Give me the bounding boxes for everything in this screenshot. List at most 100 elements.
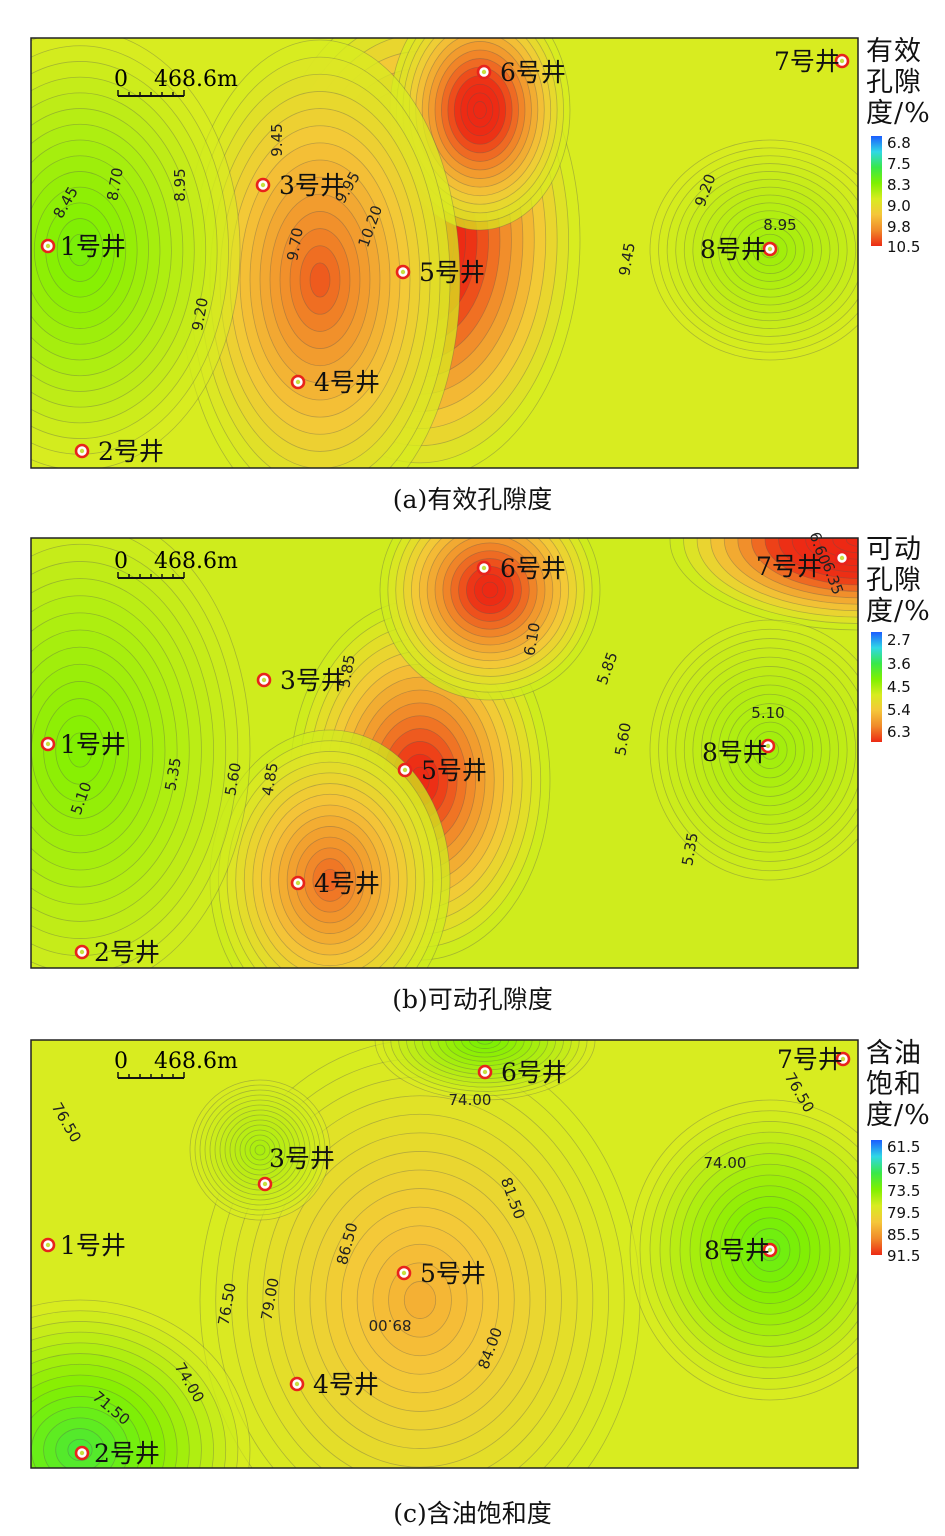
legend-tick: 2.7 <box>887 631 911 649</box>
contour-label: 5.10 <box>751 704 784 722</box>
well-marker: 2号井 <box>74 938 160 967</box>
scale-bar: 0 468.6m <box>114 67 238 97</box>
contour-label: 9.45 <box>615 241 639 277</box>
well-label: 3号井 <box>280 666 346 695</box>
contour-ring <box>254 1144 266 1156</box>
legend-tick: 7.5 <box>887 155 911 173</box>
well-marker: 2号井 <box>74 1439 160 1468</box>
well-core <box>79 1450 85 1456</box>
contour-label: 9.70 <box>283 226 307 262</box>
contour-label: 5.35 <box>161 756 185 792</box>
scale-zero-label: 0 <box>114 549 128 574</box>
well-marker: 4号井 <box>290 368 380 397</box>
caption-b: (b)可动孔隙度 <box>392 985 553 1014</box>
well-marker: 1号井 <box>40 232 126 261</box>
well-core <box>765 743 771 749</box>
contour-label: 74.00 <box>704 1154 747 1172</box>
well-marker: 8号井 <box>702 738 776 767</box>
well-core <box>402 767 408 773</box>
well-marker: 8号井 <box>700 235 778 264</box>
well-marker: 6号井 <box>477 1058 567 1087</box>
well-core <box>45 741 51 747</box>
contour-ring <box>309 262 331 298</box>
well-core <box>45 1242 51 1248</box>
contour-label: 89.00 <box>369 1316 412 1334</box>
movable-porosity-map-b: 0 468.6m 6.606.355.856.105.855.605.105.35 5… <box>30 530 859 969</box>
well-label: 4号井 <box>313 1370 379 1399</box>
scale-zero-label: 0 <box>114 67 128 92</box>
well-marker: 1号井 <box>40 1231 126 1260</box>
well-core <box>481 565 487 571</box>
well-label: 3号井 <box>279 171 345 200</box>
well-label: 7号井 <box>774 47 840 76</box>
map-frame <box>30 1039 859 1469</box>
well-label: 4号井 <box>314 869 380 898</box>
contour-ring <box>473 101 487 119</box>
well-core <box>767 1247 773 1253</box>
well-label: 7号井 <box>777 1045 843 1074</box>
well-label: 8号井 <box>700 235 766 264</box>
caption-a: (a)有效孔隙度 <box>392 485 553 514</box>
panel-b: 0 468.6m 6.60 6.35 5.85 6.10 5.85 5.60 5.10 5.35 5… <box>0 500 945 1020</box>
legend-tick: 9.0 <box>887 197 911 215</box>
contour-label: 74.00 <box>449 1091 492 1109</box>
legend-tick: 10.5 <box>887 238 921 256</box>
legend-tick: 9.8 <box>887 218 911 236</box>
legend-tick: 4.5 <box>887 678 911 696</box>
panel-c: 0 468.6m 74.00 76.50 76.50 74.00 81.50 86.50 89.… <box>0 1000 945 1536</box>
legend-tick: 8.3 <box>887 176 911 194</box>
well-label: 1号井 <box>60 232 126 261</box>
contour-ring <box>846 538 858 547</box>
legend-tick: 67.5 <box>887 1160 921 1178</box>
well-core <box>482 1069 488 1075</box>
legend-bar-b <box>871 632 882 742</box>
contour-ring <box>481 581 499 599</box>
well-core <box>260 182 266 188</box>
well-label: 2号井 <box>94 938 160 967</box>
field-surface <box>31 1040 858 1468</box>
well-core <box>481 69 487 75</box>
well-marker: 4号井 <box>289 1370 379 1399</box>
well-label: 1号井 <box>60 1231 126 1260</box>
well-marker: 2号井 <box>74 437 164 466</box>
well-label: 8号井 <box>702 738 768 767</box>
well-core <box>295 880 301 886</box>
contour-label: 4.85 <box>258 761 282 797</box>
legend-tick: 73.5 <box>887 1182 921 1200</box>
well-core <box>839 58 845 64</box>
legend-tick: 5.4 <box>887 701 911 719</box>
well-label: 8号井 <box>704 1236 770 1265</box>
legend-tick: 6.3 <box>887 723 911 741</box>
map-frame <box>30 537 859 969</box>
contour-label: 6.10 <box>520 621 544 657</box>
well-marker: 1号井 <box>40 730 126 759</box>
scale-zero-label: 0 <box>114 1049 128 1074</box>
legend-bar-a <box>871 136 882 246</box>
well-core <box>400 269 406 275</box>
well-label: 3号井 <box>269 1144 335 1173</box>
contour-label: 8.95 <box>763 216 796 234</box>
contour-label: 5.60 <box>611 721 635 757</box>
field-surface <box>31 538 858 968</box>
caption-c: (c)含油饱和度 <box>393 1499 552 1528</box>
contour-label: 9.20 <box>188 296 212 332</box>
map-frame <box>30 37 859 469</box>
legend-tick: 61.5 <box>887 1138 921 1156</box>
well-marker: 5号井 <box>396 1259 486 1288</box>
legend-tick: 85.5 <box>887 1226 921 1244</box>
porosity-map-a: 0 468.6m8.45 8.70 8.959.459.9510.209.709.20… <box>30 37 859 469</box>
well-core <box>840 1056 846 1062</box>
well-marker: 3号井 <box>257 1144 335 1192</box>
contour-label: 9.45 <box>268 123 286 156</box>
well-marker: 8号井 <box>704 1236 778 1265</box>
field-surface <box>31 38 858 468</box>
well-label: 5号井 <box>419 258 485 287</box>
well-label: 4号井 <box>314 368 380 397</box>
well-label: 7号井 <box>756 552 822 581</box>
contour-label: 5.60 <box>221 761 245 797</box>
well-core <box>79 448 85 454</box>
well-marker: 6号井 <box>476 58 566 87</box>
well-label: 6号井 <box>501 1058 567 1087</box>
scale-length-label: 468.6m <box>154 549 238 574</box>
